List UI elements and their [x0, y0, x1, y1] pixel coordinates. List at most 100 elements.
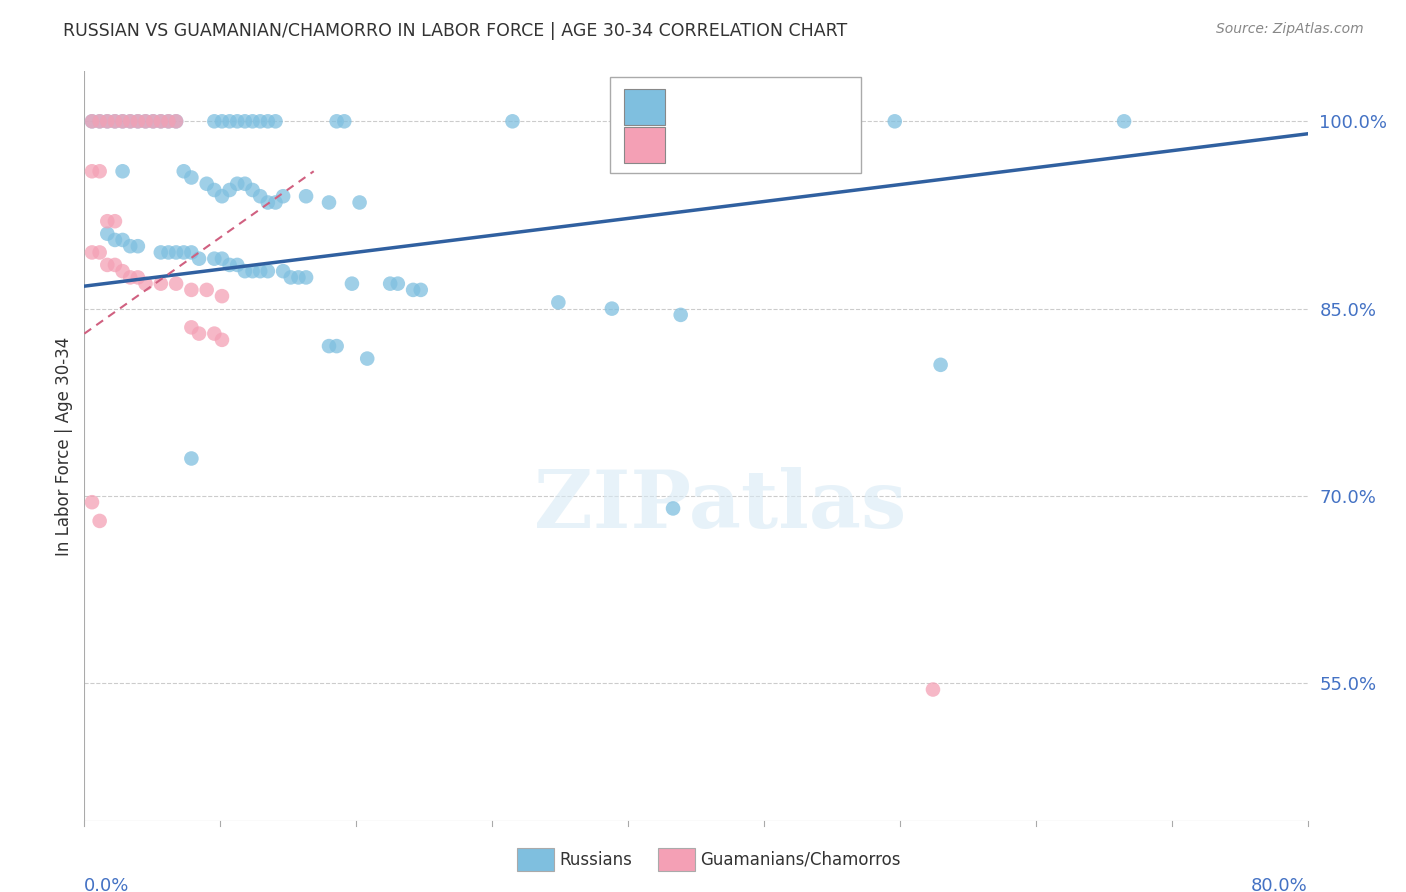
Point	[233, 114, 256, 128]
Point	[195, 283, 218, 297]
Point	[173, 245, 195, 260]
Point	[202, 252, 225, 266]
Point	[142, 114, 165, 128]
FancyBboxPatch shape	[610, 77, 860, 172]
Point	[111, 114, 134, 128]
Point	[662, 501, 685, 516]
Point	[180, 320, 202, 334]
Point	[120, 239, 142, 253]
Point	[242, 114, 264, 128]
Text: Source: ZipAtlas.com: Source: ZipAtlas.com	[1216, 22, 1364, 37]
Point	[149, 245, 172, 260]
Point	[180, 451, 202, 466]
Point	[325, 114, 347, 128]
Point	[280, 270, 302, 285]
Point	[165, 114, 187, 128]
Point	[96, 214, 118, 228]
Point	[104, 114, 127, 128]
Point	[80, 114, 103, 128]
Point	[295, 270, 318, 285]
Point	[127, 114, 149, 128]
Point	[80, 114, 103, 128]
Point	[180, 283, 202, 297]
Point	[249, 189, 271, 203]
Point	[80, 495, 103, 509]
Point	[96, 114, 118, 128]
Point	[264, 195, 287, 210]
Point	[1114, 114, 1136, 128]
Point	[333, 114, 356, 128]
Point	[195, 177, 218, 191]
Point	[111, 233, 134, 247]
Point	[111, 264, 134, 278]
Point	[165, 277, 187, 291]
Point	[318, 339, 340, 353]
Point	[89, 164, 111, 178]
Point	[157, 114, 180, 128]
Point	[242, 183, 264, 197]
Point	[325, 339, 347, 353]
Point	[883, 114, 905, 128]
Point	[402, 283, 425, 297]
Text: Russians: Russians	[560, 851, 633, 869]
Point	[165, 114, 187, 128]
Point	[89, 114, 111, 128]
Point	[202, 326, 225, 341]
Point	[211, 114, 233, 128]
Point	[380, 277, 402, 291]
Point	[89, 514, 111, 528]
Text: N = 65: N = 65	[763, 98, 827, 116]
Point	[340, 277, 363, 291]
Text: ZIPatlas: ZIPatlas	[534, 467, 907, 545]
Point	[165, 245, 187, 260]
Text: Guamanians/Chamorros: Guamanians/Chamorros	[700, 851, 901, 869]
Point	[104, 214, 127, 228]
Point	[104, 258, 127, 272]
Point	[188, 326, 211, 341]
Point	[127, 270, 149, 285]
Point	[80, 245, 103, 260]
Point	[211, 189, 233, 203]
Point	[120, 114, 142, 128]
Point	[157, 245, 180, 260]
Point	[600, 301, 623, 316]
Point	[120, 270, 142, 285]
Point	[211, 252, 233, 266]
Point	[264, 114, 287, 128]
Point	[226, 258, 249, 272]
Point	[249, 114, 271, 128]
Point	[211, 289, 233, 303]
Point	[242, 264, 264, 278]
Point	[922, 682, 945, 697]
Point	[233, 264, 256, 278]
Point	[173, 164, 195, 178]
Text: RUSSIAN VS GUAMANIAN/CHAMORRO IN LABOR FORCE | AGE 30-34 CORRELATION CHART: RUSSIAN VS GUAMANIAN/CHAMORRO IN LABOR F…	[63, 22, 848, 40]
Point	[271, 264, 294, 278]
Point	[188, 252, 211, 266]
Point	[104, 233, 127, 247]
Point	[387, 277, 409, 291]
Point	[142, 114, 165, 128]
Text: 0.0%: 0.0%	[84, 877, 129, 892]
Point	[127, 114, 149, 128]
Point	[120, 114, 142, 128]
Point	[502, 114, 524, 128]
Point	[80, 164, 103, 178]
Point	[149, 277, 172, 291]
Point	[929, 358, 952, 372]
Point	[135, 114, 157, 128]
Point	[89, 245, 111, 260]
Point	[226, 114, 249, 128]
Point	[111, 114, 134, 128]
Point	[202, 183, 225, 197]
Text: 80.0%: 80.0%	[1251, 877, 1308, 892]
Point	[287, 270, 309, 285]
Point	[127, 239, 149, 253]
Point	[349, 195, 371, 210]
Point	[89, 114, 111, 128]
Point	[111, 164, 134, 178]
Point	[547, 295, 569, 310]
Point	[180, 245, 202, 260]
Point	[149, 114, 172, 128]
Point	[218, 183, 240, 197]
